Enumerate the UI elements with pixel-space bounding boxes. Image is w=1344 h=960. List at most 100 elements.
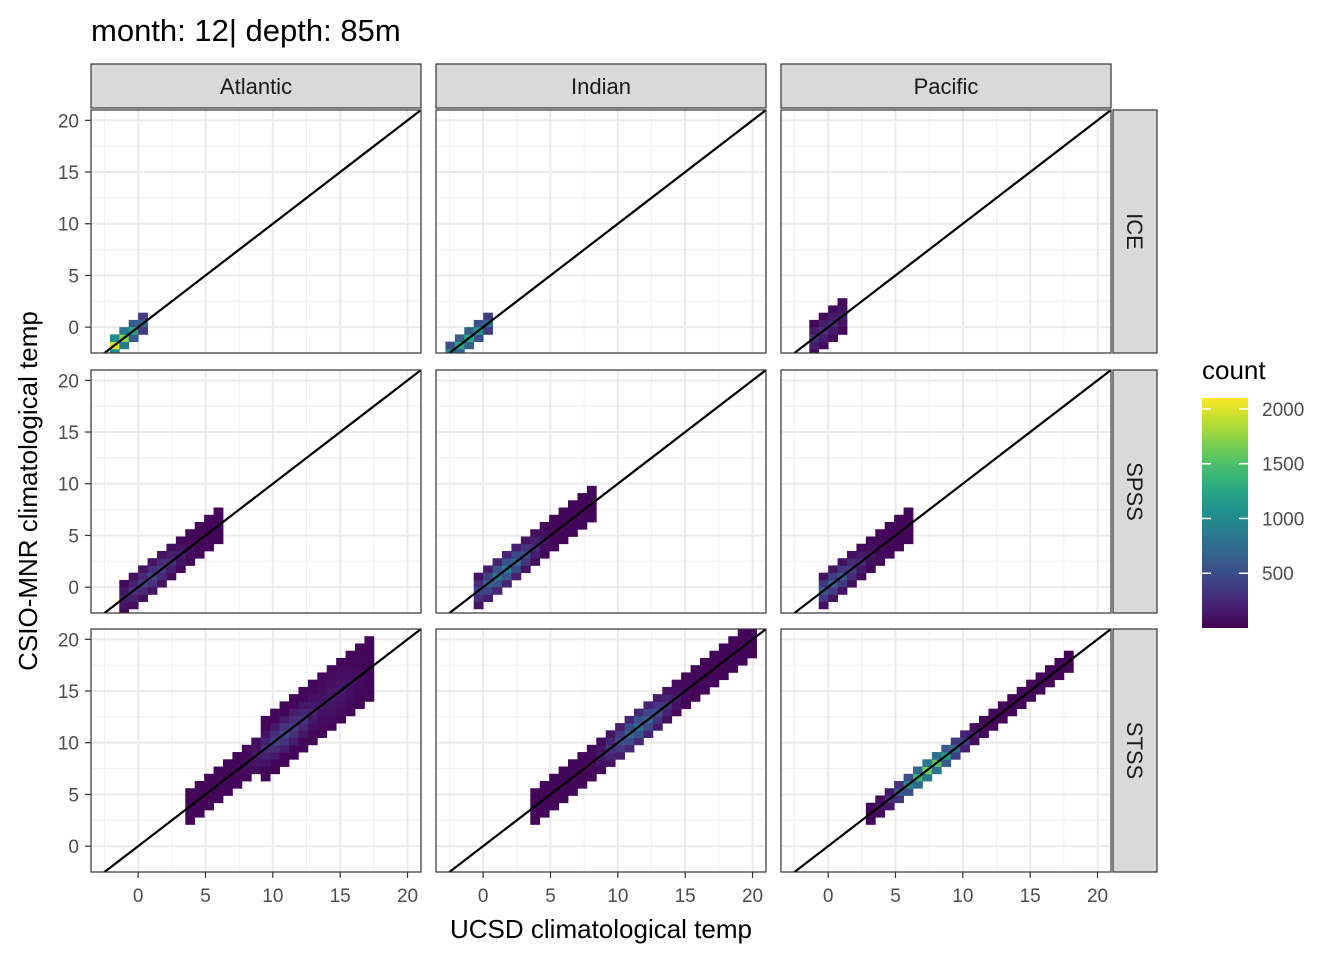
heat-tile [586, 773, 597, 782]
heat-tile [204, 802, 214, 811]
heat-tile [558, 536, 569, 545]
heat-tile [530, 558, 541, 566]
heat-tile [232, 781, 243, 789]
heat-tile [728, 643, 739, 652]
heat-tile [681, 672, 691, 681]
heat-tile [577, 514, 588, 523]
strip-atlantic [90, 63, 422, 109]
heat-tile [837, 298, 848, 306]
heat-tile [605, 737, 616, 746]
facet-panels: Atlantic Indian Pacific ICE SPSS STSS 0 5 10 15 20… [58, 63, 1158, 907]
heat-tile [260, 730, 271, 738]
heat-tile [355, 665, 365, 673]
heat-tile [615, 744, 625, 753]
heat-tile [307, 730, 318, 738]
heat-tile [232, 759, 243, 767]
heat-tile [865, 536, 876, 545]
heat-tile [643, 723, 654, 731]
heat-tile [289, 708, 299, 717]
heat-tile [317, 730, 328, 738]
heat-tile [549, 773, 559, 782]
heat-tile [922, 759, 933, 767]
heat-tile [856, 550, 867, 559]
heat-tile [260, 773, 271, 782]
heat-tile [279, 744, 290, 753]
heat-tile [138, 594, 148, 603]
heat-tile [185, 809, 196, 818]
heat-tile [884, 522, 895, 530]
heat-tile [865, 817, 876, 825]
heat-tile [728, 636, 739, 644]
x-tick-label: 0 [133, 886, 144, 907]
heat-tile [539, 543, 550, 552]
heat-tile [903, 507, 914, 516]
heat-tile [950, 752, 961, 760]
panel-background [91, 110, 421, 353]
heat-tile [289, 694, 299, 702]
heat-tile [643, 730, 654, 738]
heat-tile [1063, 650, 1074, 659]
heat-tile [128, 334, 139, 343]
heat-tile [875, 795, 886, 804]
heat-tile [671, 708, 682, 717]
heat-tile [483, 572, 493, 581]
heat-tile [128, 319, 139, 328]
heat-tile [903, 788, 914, 796]
heat-tile [837, 565, 848, 574]
heat-tile [326, 679, 337, 688]
legend-title: count [1202, 355, 1266, 385]
heat-tile [364, 679, 375, 688]
strip-spss [1112, 369, 1158, 614]
heat-tile [847, 572, 857, 581]
panel-ice-indian [435, 109, 767, 354]
heat-tile [671, 686, 682, 695]
heat-tile [138, 565, 148, 574]
heat-tile [865, 565, 876, 574]
heat-tile [1035, 686, 1046, 695]
heat-tile [175, 536, 186, 545]
identity-line [447, 629, 766, 872]
heat-tile [558, 773, 569, 782]
heat-tile [690, 665, 701, 673]
heat-tile [828, 305, 838, 314]
identity-line [792, 370, 1111, 613]
heat-tile [355, 694, 365, 702]
heat-tile [345, 665, 356, 673]
heat-tile [336, 665, 346, 673]
heat-tile [818, 601, 829, 610]
heat-tile [241, 744, 252, 753]
y-tick-label: 0 [68, 837, 79, 858]
heat-tile [615, 723, 625, 731]
heat-tile [270, 730, 280, 738]
heat-tile [213, 788, 224, 796]
heat-tile [307, 679, 318, 688]
heat-tile [260, 752, 271, 760]
heat-tile [185, 788, 196, 796]
heat-tile [241, 773, 252, 782]
heat-tile [147, 565, 158, 574]
heat-tile [643, 701, 654, 710]
x-tick-label: 10 [262, 886, 283, 907]
heat-tile [213, 536, 224, 545]
heat-tile [204, 773, 214, 782]
heat-tile [931, 752, 942, 760]
heat-tile [960, 744, 970, 753]
heat-tile [298, 723, 309, 731]
heat-tile [520, 565, 531, 574]
heat-tile [336, 679, 346, 688]
heat-tile [364, 650, 375, 659]
heat-tile [884, 788, 895, 796]
heat-tile [445, 341, 456, 350]
heat-tile [251, 766, 262, 775]
heat-tile [464, 341, 475, 350]
heat-tile [492, 587, 503, 595]
heat-tile [194, 788, 205, 796]
heat-tile [828, 565, 838, 574]
heat-tile [875, 529, 886, 537]
heat-tile [492, 565, 503, 574]
heat-tile [1026, 694, 1036, 702]
heat-tile [279, 737, 290, 746]
heat-tile [837, 579, 848, 588]
x-tick-label: 20 [1087, 886, 1108, 907]
